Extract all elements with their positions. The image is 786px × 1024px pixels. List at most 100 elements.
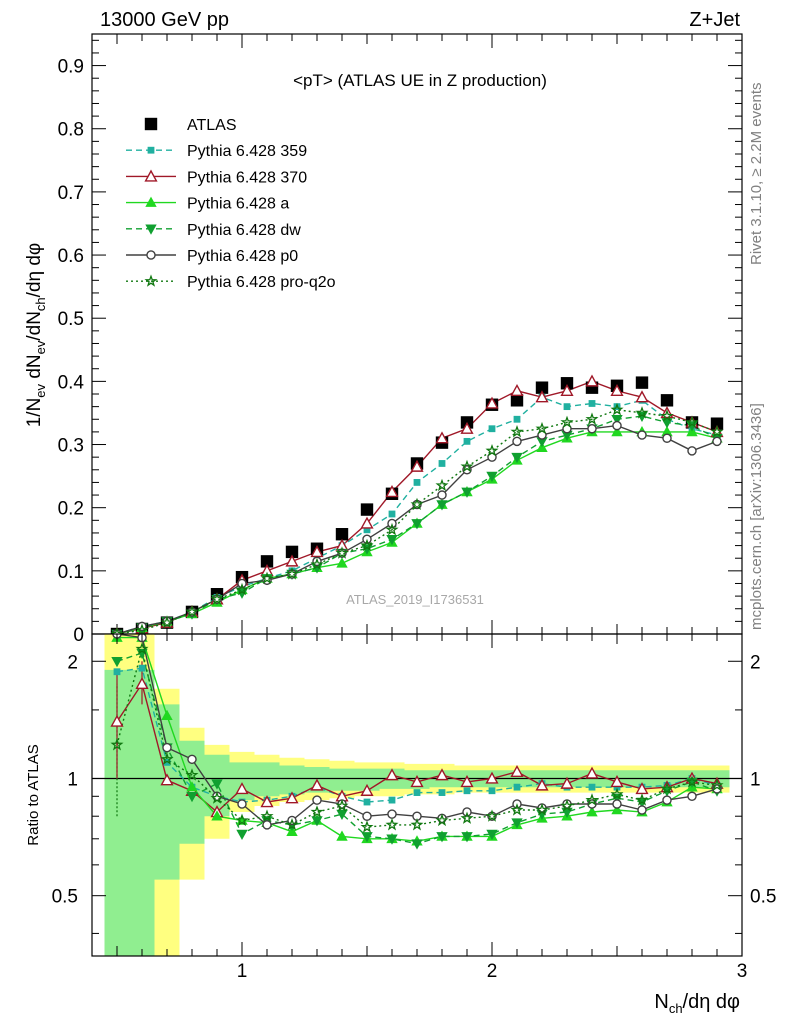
svg-text:1/Nev dNev/dNch/dη dφ: 1/Nev dNev/dNch/dη dφ	[24, 243, 48, 428]
data-point-series-6	[510, 424, 524, 438]
data-point-series-6	[160, 615, 174, 629]
ratio-point-series-5	[435, 813, 449, 827]
data-point-series-4	[411, 519, 423, 530]
ratio-point-series-5	[185, 768, 199, 781]
ratio-point-series-3	[211, 779, 223, 790]
data-point-series-6	[585, 412, 599, 425]
ratio-point-series-1	[485, 771, 499, 784]
chart-title: <pT> (ATLAS UE in Z production)	[293, 71, 547, 90]
data-point-series-6	[685, 415, 699, 428]
x-tick-label: 1	[237, 961, 248, 982]
main-y-tick-label: 0.6	[58, 246, 84, 267]
main-data	[110, 374, 724, 634]
data-point-series-6	[210, 592, 224, 605]
data-point-series-4	[486, 471, 498, 483]
ratio-point-series-3	[311, 816, 323, 827]
ratio-point-series-0	[388, 796, 396, 804]
data-point-series-0	[335, 528, 349, 541]
data-point-series-4	[436, 500, 448, 511]
x-tick-label: 2	[487, 961, 498, 982]
main-y-tick-label: 0.5	[58, 309, 84, 330]
ratio-point-series-2	[286, 825, 298, 836]
ratio-point-series-5	[460, 811, 474, 824]
data-point-series-6	[335, 546, 349, 559]
ratio-point-series-4	[162, 742, 172, 753]
ratio-y-axis-title: Ratio to ATLAS	[25, 744, 42, 845]
data-point-series-6	[485, 443, 499, 457]
ratio-point-series-1	[585, 766, 599, 779]
ratio-point-series-5	[610, 787, 624, 800]
ratio-point-series-1	[235, 782, 249, 795]
ratio-point-series-5	[210, 791, 224, 804]
ratio-point-series-4	[362, 811, 372, 821]
main-y-tick-label: 0.1	[58, 562, 84, 583]
ratio-point-series-5	[310, 805, 324, 818]
ratio-point-series-0	[413, 789, 421, 796]
data-point-series-5	[437, 490, 447, 500]
legend-marker	[145, 196, 157, 207]
legend-marker	[144, 274, 158, 287]
ratio-y-tick-label: 1	[67, 769, 78, 790]
ratio-point-series-5	[360, 820, 374, 833]
data-point-series-1	[413, 479, 421, 486]
ratio-point-series-3	[361, 832, 373, 843]
ratio-point-series-1	[435, 768, 449, 781]
ratio-point-series-1	[160, 773, 174, 786]
mcplots-label: mcplots.cern.ch [arXiv:1306.3436]	[748, 403, 765, 630]
ratio-point-series-3	[186, 791, 198, 803]
data-point-series-5	[512, 436, 522, 447]
legend-marker	[144, 169, 158, 182]
ratio-point-series-4	[262, 820, 272, 830]
ratio-point-series-1	[535, 778, 549, 791]
data-point-series-2	[560, 383, 574, 397]
data-point-series-0	[635, 376, 649, 389]
main-y-axis-title: 1/Nev dNev/dNch/dη dφ	[24, 243, 48, 428]
data-point-series-5	[637, 430, 647, 440]
data-point-series-6	[135, 623, 149, 634]
ratio-point-series-3	[411, 839, 423, 850]
data-point-series-4	[511, 452, 523, 464]
ratio-point-series-0	[113, 668, 121, 676]
main-y-tick-label: 0.3	[58, 436, 84, 457]
data-point-series-2	[460, 421, 474, 434]
data-point-series-1	[563, 403, 571, 411]
ratio-point-series-5	[385, 817, 399, 831]
data-point-series-2	[535, 390, 549, 403]
ratio-point-series-5	[160, 752, 174, 765]
data-point-series-1	[388, 510, 396, 518]
ratio-point-series-1	[110, 714, 124, 727]
ratio-point-series-1	[360, 783, 374, 796]
data-point-series-2	[485, 396, 499, 409]
legend-label: Pythia 6.428 p0	[187, 248, 298, 265]
main-y-tick-label: 0	[73, 625, 84, 646]
data-point-series-3	[611, 425, 623, 437]
data-point-series-2	[285, 554, 299, 567]
ratio-point-series-5	[710, 778, 724, 791]
data-point-series-4	[611, 414, 623, 426]
data-point-series-1	[488, 425, 496, 433]
ratio-point-series-4	[687, 791, 697, 802]
ratio-point-series-4	[187, 754, 197, 765]
ratio-point-series-0	[138, 664, 146, 672]
ratio-point-series-2	[211, 810, 223, 821]
data-point-series-6	[710, 424, 724, 438]
main-y-tick-label: 0.4	[58, 372, 85, 393]
legend-marker	[145, 224, 157, 235]
data-point-series-1	[513, 415, 521, 423]
ratio-y-tick-label: 0.5	[52, 887, 78, 908]
legend-label: Pythia 6.428 370	[187, 169, 307, 186]
data-point-series-6	[410, 497, 424, 511]
data-point-series-6	[635, 406, 649, 419]
data-point-series-5	[587, 423, 597, 434]
ratio-point-series-1	[610, 775, 624, 788]
ratio-point-series-1	[385, 768, 399, 781]
rivet-label: Rivet 3.1.10, ≥ 2.2M events	[748, 83, 765, 266]
data-point-series-6	[385, 522, 399, 536]
data-point-series-2	[360, 516, 374, 529]
ratio-point-series-5	[635, 793, 649, 806]
data-point-series-2	[610, 383, 624, 397]
ratio-point-series-5	[535, 803, 549, 816]
ratio-point-series-5	[285, 817, 299, 831]
main-y-tick-label: 0.7	[58, 183, 84, 204]
